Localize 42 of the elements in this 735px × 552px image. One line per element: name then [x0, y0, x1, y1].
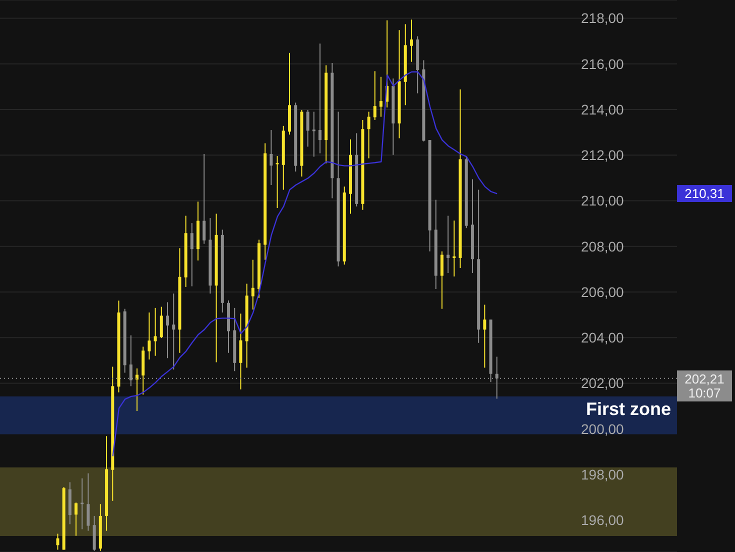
candlestick: [410, 19, 413, 62]
candlestick: [80, 478, 84, 530]
y-tick-label: 206,00: [581, 284, 624, 300]
y-tick-label: 202,00: [581, 375, 624, 392]
text: 210,31: [677, 184, 732, 202]
candlestick: [86, 472, 90, 532]
y-tick-label: 210,00: [581, 192, 624, 209]
candlestick: [74, 502, 78, 536]
y-tick-label: 212,00: [581, 147, 624, 164]
y-tick-label: 218,00: [581, 10, 624, 26]
candlestick: [452, 220, 456, 277]
candlestick: [318, 43, 322, 154]
candlestick: [148, 312, 151, 360]
candlestick: [446, 215, 450, 274]
band-label: First zone: [586, 399, 671, 420]
candlestick: [379, 76, 382, 118]
candlestick: [440, 250, 444, 310]
text: 10:07: [688, 385, 721, 400]
y-tick-label: 204,00: [581, 330, 624, 346]
candlestick: [56, 533, 60, 550]
y-tick-label: 200,00: [581, 420, 624, 437]
candlestick: [312, 111, 316, 158]
candlestick: [166, 302, 170, 359]
candlestick: [373, 70, 376, 120]
candlestick: [367, 111, 370, 159]
line-series: [112, 71, 498, 457]
y-tick-label: 216,00: [581, 56, 624, 72]
candlestick: [160, 306, 163, 339]
candlestick: [483, 304, 486, 368]
y-tick-label: 208,00: [581, 238, 624, 254]
y-tick-label: 196,00: [581, 512, 624, 528]
candlestick: [306, 109, 310, 148]
candlestick: [202, 153, 206, 244]
candlestick: [190, 222, 194, 287]
candlestick: [270, 130, 273, 186]
y-tick-label: 214,00: [581, 101, 624, 118]
candlestick: [172, 293, 176, 370]
candlestick: [239, 313, 242, 390]
ref-line-label: 202,21: [684, 371, 724, 386]
y-tick-label: 198,00: [581, 466, 624, 482]
candlestick: [154, 307, 157, 356]
candlestick: [251, 259, 254, 310]
